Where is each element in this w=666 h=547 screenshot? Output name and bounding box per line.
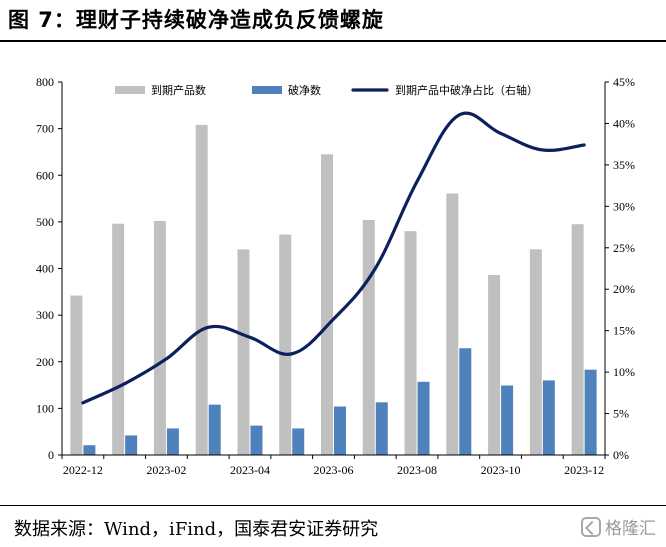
bar-below-par-2022-12 — [83, 445, 96, 455]
legend-item-0: 到期产品数 — [115, 83, 206, 97]
left-tick-label-300: 300 — [36, 308, 54, 322]
left-tick-label-200: 200 — [36, 355, 54, 369]
watermark-text: 格隆汇 — [605, 519, 656, 539]
line-layer — [81, 111, 586, 405]
bar-below-par-2023-03 — [208, 404, 221, 455]
bar-matured-2023-05 — [279, 234, 292, 455]
title-rule — [0, 40, 666, 42]
right-tick-label-30%: 30% — [613, 199, 635, 213]
bar-below-par-2023-12 — [584, 369, 597, 455]
bar-matured-2023-06 — [321, 154, 333, 456]
right-tick-label-25%: 25% — [613, 241, 635, 255]
right-tick-label-0%: 0% — [613, 448, 629, 462]
legend-item-2: 到期产品中破净占比（右轴） — [351, 83, 538, 97]
legend-label-0: 到期产品数 — [151, 83, 206, 97]
bar-below-par-2023-04 — [250, 425, 263, 455]
bar-below-par-2023-06 — [334, 406, 346, 455]
right-tick-label-35%: 35% — [613, 158, 635, 172]
bar-matured-2023-03 — [195, 124, 208, 456]
x-tick-label-2023-10: 2023-10 — [481, 463, 521, 477]
watermark: 格隆汇 — [581, 514, 656, 539]
right-tick-label-20%: 20% — [613, 282, 635, 296]
bars-layer — [70, 124, 597, 456]
watermark-logo-icon — [581, 516, 601, 537]
bar-matured-2023-10 — [488, 275, 501, 455]
bar-below-par-2023-10 — [501, 385, 514, 455]
right-tick-label-40%: 40% — [613, 116, 635, 130]
left-tick-label-600: 600 — [36, 168, 54, 182]
legend-label-1: 破净数 — [288, 83, 321, 97]
bar-below-par-2023-07 — [375, 402, 388, 455]
x-tick-label-2022-12: 2022-12 — [63, 463, 103, 477]
left-tick-label-800: 800 — [36, 75, 54, 89]
bar-matured-2023-02 — [153, 220, 166, 455]
footer-rule — [0, 505, 666, 506]
x-tick-label-2023-06: 2023-06 — [314, 463, 354, 477]
bar-below-par-2023-05 — [292, 428, 305, 455]
legend: 到期产品数 破净数 到期产品中破净占比（右轴） — [115, 83, 538, 97]
x-tick-label-2023-04: 2023-04 — [230, 463, 270, 477]
x-tick-label-2023-08: 2023-08 — [397, 463, 437, 477]
right-tick-label-5%: 5% — [613, 407, 629, 421]
legend-swatch-0 — [115, 86, 145, 94]
right-tick-label-45%: 45% — [613, 75, 635, 89]
legend-label-2: 到期产品中破净占比（右轴） — [395, 83, 538, 97]
source-note: 数据来源：Wind，iFind，国泰君安证券研究 — [14, 519, 379, 540]
bar-below-par-2023-09 — [459, 348, 472, 455]
left-tick-label-400: 400 — [36, 262, 54, 276]
left-tick-label-700: 700 — [36, 122, 54, 136]
bar-matured-2023-11 — [529, 249, 542, 455]
left-tick-label-500: 500 — [36, 215, 54, 229]
bar-matured-2023-01 — [112, 223, 125, 455]
left-tick-label-0: 0 — [48, 448, 54, 462]
x-tick-label-2023-02: 2023-02 — [146, 463, 186, 477]
left-tick-label-100: 100 — [36, 401, 54, 415]
right-tick-label-15%: 15% — [613, 324, 635, 338]
axes: 0 100 200 300 400 500 600 700 800 0% 5% 10% 15% 20% 25… — [36, 75, 635, 477]
bar-below-par-2023-02 — [166, 428, 179, 455]
bar-matured-2023-04 — [237, 249, 250, 455]
bar-below-par-2023-01 — [125, 435, 138, 455]
figure-title: 图 7：理财子持续破净造成负反馈螺旋 — [8, 8, 384, 32]
x-tick-label-2023-12: 2023-12 — [564, 463, 604, 477]
right-tick-label-10%: 10% — [613, 365, 635, 379]
legend-item-1: 破净数 — [252, 83, 321, 97]
bar-matured-2023-07 — [362, 220, 375, 455]
bar-matured-2023-09 — [446, 193, 459, 455]
bar-matured-2023-12 — [571, 224, 584, 455]
legend-swatch-1 — [252, 86, 282, 94]
bar-below-par-2023-08 — [417, 381, 430, 455]
bar-matured-2023-08 — [404, 231, 417, 455]
bar-matured-2022-12 — [70, 295, 83, 455]
bar-below-par-2023-11 — [542, 380, 555, 455]
